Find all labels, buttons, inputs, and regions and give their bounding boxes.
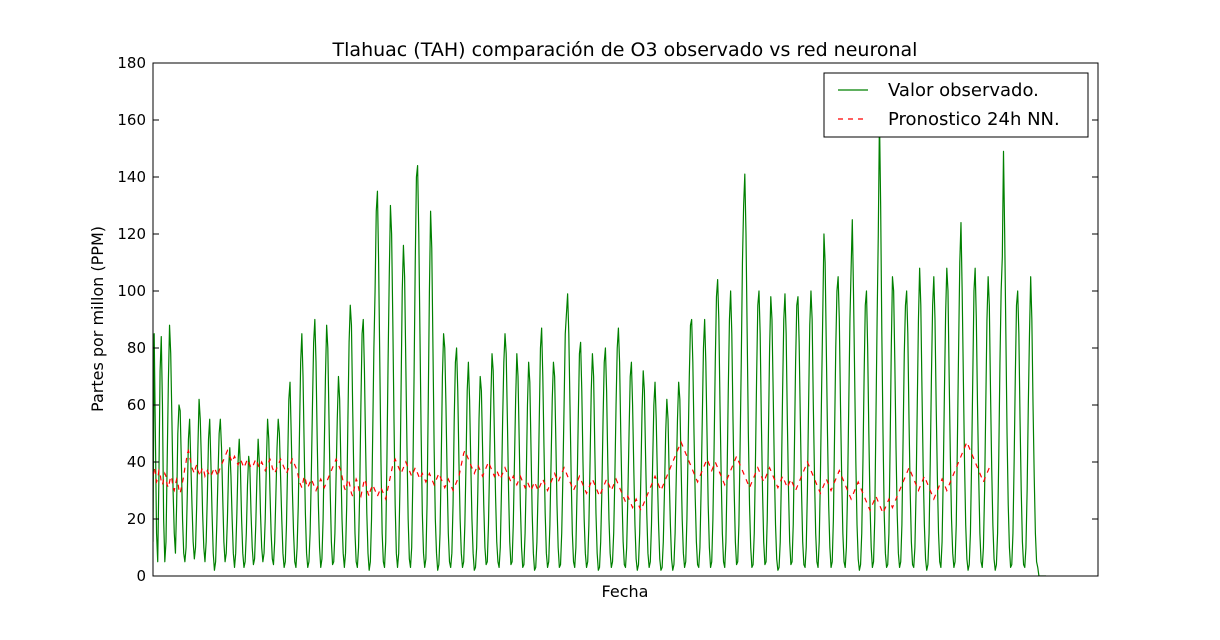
y-tick-label: 100: [117, 282, 146, 300]
series-observed-line: [153, 116, 1047, 576]
y-tick-label: 20: [127, 510, 146, 528]
y-axis-label: Partes por millon (PPM): [88, 226, 107, 412]
legend-observed-label: Valor observado.: [888, 80, 1039, 101]
series-forecast-line: [153, 440, 990, 515]
y-tick-label: 180: [117, 54, 146, 72]
legend-forecast-label: Pronostico 24h NN.: [888, 109, 1060, 130]
y-tick-label: 140: [117, 168, 146, 186]
y-tick-label: 120: [117, 225, 146, 243]
legend: Valor observado. Pronostico 24h NN.: [823, 72, 1089, 138]
y-tick-label: 160: [117, 111, 146, 129]
plot-area-frame: [152, 62, 1099, 577]
x-axis-label: Fecha: [602, 582, 649, 601]
legend-box: [823, 72, 1089, 138]
y-tick-label: 40: [127, 453, 146, 471]
y-tick-label: 60: [127, 396, 146, 414]
chart-title: Tlahuac (TAH) comparación de O3 observad…: [332, 39, 918, 61]
y-tick-label: 0: [136, 567, 146, 585]
y-tick-label: 80: [127, 339, 146, 357]
